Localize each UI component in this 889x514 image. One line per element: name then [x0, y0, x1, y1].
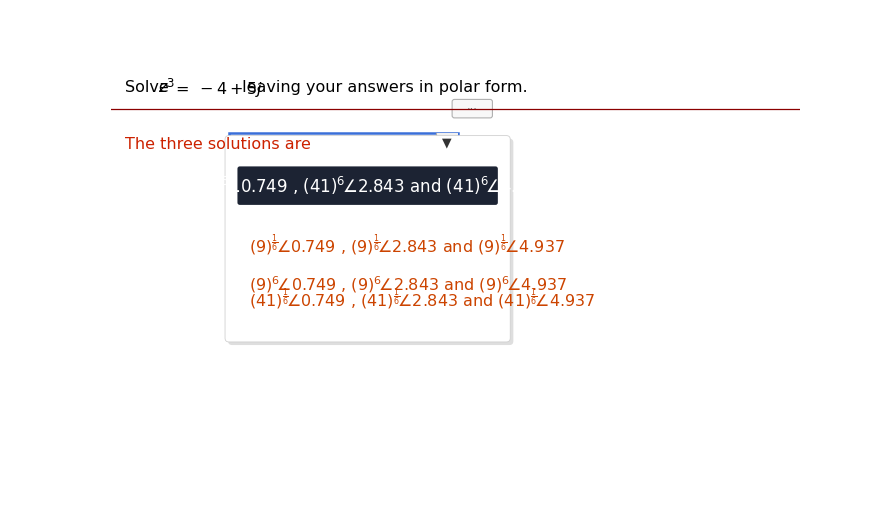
Text: $(41)^6\!\angle$0.749 , $(41)^6\!\angle$2.843 and $(41)^6\!\angle$4.937: $(41)^6\!\angle$0.749 , $(41)^6\!\angle$… — [187, 175, 549, 197]
Text: $(9)^6\!\angle$0.749 , $(9)^6\!\angle$2.843 and $(9)^6\!\angle$4.937: $(9)^6\!\angle$0.749 , $(9)^6\!\angle$2.… — [249, 274, 567, 295]
FancyBboxPatch shape — [225, 136, 510, 342]
Text: $z$: $z$ — [157, 80, 168, 95]
Text: 3: 3 — [166, 77, 173, 90]
Text: leaving your answers in polar form.: leaving your answers in polar form. — [237, 80, 528, 95]
Text: ···: ··· — [467, 104, 477, 114]
FancyBboxPatch shape — [436, 133, 458, 154]
Text: The three solutions are: The three solutions are — [125, 137, 311, 152]
Text: $= \ -4+5j$: $= \ -4+5j$ — [172, 80, 262, 99]
FancyBboxPatch shape — [453, 99, 493, 118]
FancyBboxPatch shape — [228, 139, 513, 345]
FancyBboxPatch shape — [229, 133, 458, 154]
Text: Solve: Solve — [125, 80, 174, 95]
Text: $(9)^{\frac{1}{6}}\!\angle$0.749 , $(9)^{\frac{1}{6}}\!\angle$2.843 and $(9)^{\f: $(9)^{\frac{1}{6}}\!\angle$0.749 , $(9)^… — [249, 233, 565, 259]
Text: ▼: ▼ — [442, 137, 452, 150]
FancyBboxPatch shape — [237, 167, 498, 205]
Text: $(41)^{\frac{1}{6}}\!\angle$0.749 , $(41)^{\frac{1}{6}}\!\angle$2.843 and $(41)^: $(41)^{\frac{1}{6}}\!\angle$0.749 , $(41… — [249, 287, 596, 312]
